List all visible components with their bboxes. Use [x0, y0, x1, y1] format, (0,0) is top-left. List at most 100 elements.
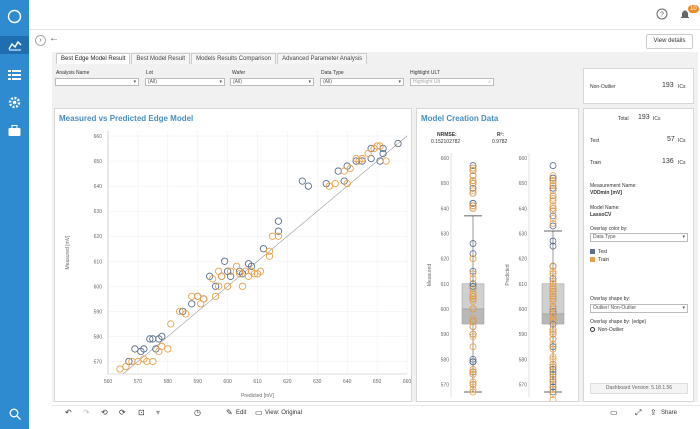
- train-point: [235, 270, 244, 278]
- y-tick-label: 640: [94, 184, 103, 190]
- test-point: [140, 345, 148, 353]
- overlay-shape-value: Outlier/ Non-Outlier: [593, 305, 637, 311]
- view-icon[interactable]: ▭: [255, 408, 263, 417]
- share-icon[interactable]: ⇪: [650, 408, 657, 417]
- bell-icon[interactable]: [679, 7, 695, 23]
- test-point: [131, 345, 139, 353]
- train-box-point: [549, 368, 557, 376]
- train-box-point: [549, 215, 557, 222]
- chevron-down-icon: ▾: [308, 79, 311, 85]
- x-tick-label: 580: [164, 379, 173, 385]
- gear-icon[interactable]: [6, 94, 23, 111]
- fullscreen-icon[interactable]: ⤢: [635, 408, 642, 417]
- tab-best-edge-model-result[interactable]: Best Edge Model Result: [56, 53, 131, 64]
- box-plot-chart: 570 580 590 600 610 620 630 640 650 660 Measured 57…: [427, 153, 565, 401]
- train-point: [373, 142, 381, 150]
- share-button[interactable]: Share: [661, 410, 678, 416]
- redo-icon[interactable]: ↷: [83, 408, 90, 417]
- box-y-tick-label: 570: [519, 382, 528, 388]
- train-box-point: [549, 328, 557, 335]
- undo-icon[interactable]: ↶: [65, 408, 72, 417]
- revert-icon[interactable]: ⟲: [101, 408, 108, 417]
- box-y-tick-label: 600: [441, 307, 450, 313]
- test-box-point: [549, 174, 557, 182]
- train-box-point: [549, 391, 557, 398]
- lot-select[interactable]: (All) ▾: [145, 78, 225, 86]
- analytics-icon[interactable]: [0, 36, 29, 54]
- tab-models-results-comparison[interactable]: Models Results Comparison: [191, 53, 277, 64]
- x-tick-label: 640: [343, 379, 352, 385]
- train-box-point: [469, 343, 477, 351]
- test-box-point: [549, 365, 557, 373]
- view-original-button[interactable]: View: Original: [265, 410, 302, 416]
- search-icon[interactable]: [6, 405, 23, 422]
- logo-icon[interactable]: [6, 8, 23, 25]
- train-box-point: [549, 292, 557, 300]
- overlay-color-select[interactable]: Data Type ▾: [590, 233, 688, 242]
- non-outlier-card: Non-Outlier 193 ICs: [583, 68, 694, 104]
- box-y-tick-label: 650: [441, 181, 450, 187]
- back-arrow-icon[interactable]: ←: [49, 33, 59, 44]
- test-box-point: [549, 308, 557, 315]
- train-box-point: [549, 194, 557, 202]
- data-type-label: Data Type: [321, 70, 344, 76]
- model-name-value: LassoCV: [590, 212, 612, 218]
- train-box-point: [549, 282, 557, 290]
- train-point: [208, 275, 217, 283]
- wafer-select[interactable]: (All) ▾: [230, 78, 314, 86]
- analysis-name-select[interactable]: ▾: [55, 78, 139, 86]
- train-box-point: [469, 255, 477, 263]
- box-y-tick-label: 620: [441, 257, 450, 263]
- box-y-tick-label: 580: [441, 357, 450, 363]
- y-tick-label: 650: [94, 159, 103, 165]
- highlight-ult-label: Highlight ULT: [410, 70, 440, 76]
- test-count: 57: [667, 136, 675, 143]
- train-point: [232, 262, 241, 270]
- clock-icon[interactable]: ◷: [194, 408, 201, 417]
- data-type-select[interactable]: (All) ▾: [320, 78, 404, 86]
- overlay-shape-label: Overlay shape by:: [590, 296, 631, 302]
- briefcase-icon[interactable]: [6, 122, 23, 139]
- x-axis-title: Predicted [mV]: [241, 393, 274, 399]
- expand-chevron-icon[interactable]: ›: [35, 35, 46, 46]
- list-icon[interactable]: [6, 66, 23, 83]
- pause-icon[interactable]: ⊡: [138, 408, 145, 417]
- dashboard-version: Dashboard Version: 5.18.1.56: [590, 383, 688, 394]
- train-point: [194, 292, 202, 300]
- y-tick-label: 600: [94, 284, 103, 290]
- train-box-point: [549, 187, 557, 195]
- y-tick-label: 580: [94, 334, 103, 340]
- test-box-point: [549, 222, 557, 230]
- tab-advanced-parameter-analysis[interactable]: Advanced Parameter Analysis: [277, 53, 368, 64]
- data-type-value: (All): [323, 79, 332, 85]
- view-details-button[interactable]: View details: [646, 34, 693, 49]
- test-box-point: [469, 267, 477, 275]
- train-swatch: [590, 257, 595, 262]
- train-box-point: [549, 298, 557, 305]
- train-box-point: [549, 179, 557, 187]
- box-lower: [541, 313, 565, 325]
- notification-badge: 10: [688, 5, 699, 13]
- overlay-shape-select[interactable]: Outlier/ Non-Outlier ▾: [590, 304, 688, 313]
- edit-icon[interactable]: ✎: [226, 408, 233, 417]
- more-options-icon[interactable]: ▾: [156, 408, 161, 417]
- overlay-color-value: Data Type: [593, 234, 616, 240]
- help-icon[interactable]: ?: [656, 7, 672, 23]
- refresh-icon[interactable]: ⟳: [119, 408, 126, 417]
- train-point: [265, 252, 274, 260]
- tab-best-model-result[interactable]: Best Model Result: [131, 53, 191, 64]
- train-box-point: [549, 267, 557, 275]
- box-y-tick-label: 590: [441, 332, 450, 338]
- box-y-tick-label: 590: [519, 332, 528, 338]
- train-box-point: [469, 323, 477, 330]
- train-box-point: [469, 318, 477, 325]
- highlight-ult-input[interactable]: Highlight Ult ⌕: [410, 78, 494, 86]
- comment-icon[interactable]: ▭: [610, 408, 618, 417]
- test-box-point: [469, 162, 477, 169]
- test-box-point: [469, 355, 477, 363]
- train-box-point: [469, 295, 477, 303]
- model-name-label: Model Name:: [590, 205, 620, 211]
- edit-button[interactable]: Edit: [236, 410, 247, 416]
- train-box-point: [469, 381, 477, 388]
- train-point: [238, 282, 247, 290]
